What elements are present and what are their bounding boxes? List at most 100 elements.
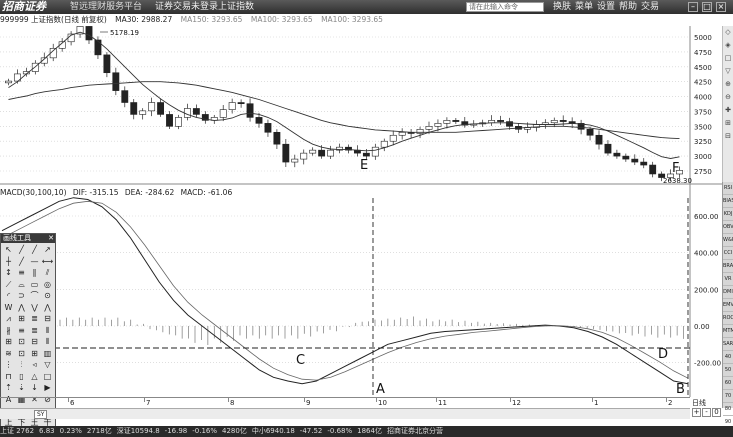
menu-settings[interactable]: 设置 <box>597 2 616 12</box>
draw-tool-53-icon[interactable]: ▦ <box>17 394 26 404</box>
draw-tool-12-icon[interactable]: ⟋ <box>5 279 12 289</box>
price-chart[interactable] <box>5 26 683 182</box>
macd-chart[interactable] <box>1 197 689 385</box>
draw-tool-30-icon[interactable]: ≣ <box>31 325 38 335</box>
draw-tool-27-icon[interactable]: ⊟ <box>44 314 51 323</box>
right-top-tool-7-icon[interactable]: ⊞ <box>725 119 731 127</box>
draw-tool-25-icon[interactable]: ⊞ <box>18 314 25 323</box>
right-toolbar-top[interactable]: ◇ ◈ □ ▽ ⊕ ⊖ ✚ ⊞ ⊟ <box>722 26 733 182</box>
right-top-tool-3-icon[interactable]: ▽ <box>725 67 731 75</box>
draw-tool-13-icon[interactable]: ⌓ <box>18 279 25 289</box>
indicator-tab-bias[interactable]: BIAS <box>723 195 733 208</box>
draw-tool-60-icon[interactable]: 上 <box>4 417 13 427</box>
draw-tool-7-icon[interactable]: ⟷ <box>41 256 54 266</box>
draw-tool-8-icon[interactable]: ↕ <box>5 268 12 277</box>
draw-tool-6-icon[interactable]: — <box>30 256 39 266</box>
draw-tool-20-icon[interactable]: W <box>4 302 13 312</box>
draw-tool-32-icon[interactable]: ⊞ <box>5 337 12 346</box>
maximize-icon[interactable]: □ <box>702 2 712 12</box>
indicator-tab-70[interactable]: 70 <box>723 390 733 403</box>
draw-tool-15-icon[interactable]: ◎ <box>44 279 51 289</box>
draw-tool-10-icon[interactable]: ∥ <box>32 268 37 277</box>
draw-tool-55-icon[interactable]: ⊘ <box>44 394 51 404</box>
right-top-tool-4-icon[interactable]: ⊕ <box>725 80 731 88</box>
draw-tool-38-icon[interactable]: ⊞ <box>31 348 38 358</box>
indicator-tab-roc[interactable]: ROC <box>723 312 733 325</box>
menu-skin[interactable]: 换肤 <box>553 2 572 12</box>
indicator-tab-40[interactable]: 40 <box>723 351 733 364</box>
toolbox-close-icon[interactable]: ✕ <box>48 234 54 242</box>
menu-help[interactable]: 帮助 <box>619 2 638 12</box>
menu-trade-login[interactable]: 证券交易未登录 <box>155 2 219 12</box>
draw-tool-41-icon[interactable]: ⫶ <box>20 360 23 369</box>
indicator-tab-emv[interactable]: EMV <box>723 299 733 312</box>
draw-tool-40-icon[interactable]: ⋮ <box>4 360 13 369</box>
right-top-tool-1-icon[interactable]: ◈ <box>725 41 731 49</box>
draw-tool-35-icon[interactable]: ⫴ <box>45 337 50 346</box>
draw-tool-3-icon[interactable]: ↗ <box>44 245 51 254</box>
draw-tool-54-icon[interactable]: ✕ <box>31 394 38 404</box>
draw-tool-29-icon[interactable]: ≡ <box>18 325 25 335</box>
draw-tool-16-icon[interactable]: ◜ <box>6 291 11 300</box>
chart-area[interactable]: 2750 3000 3250 3500 3750 4000 4250 4500 4750 5000… <box>0 26 722 398</box>
right-top-tool-2-icon[interactable]: □ <box>724 54 732 62</box>
draw-tool-24-icon[interactable]: ⩘ <box>6 314 11 323</box>
draw-tool-18-icon[interactable]: ⌒ <box>30 291 39 300</box>
draw-tool-44-icon[interactable]: ⊓ <box>5 371 12 381</box>
zoom-in-button[interactable]: + <box>692 408 701 417</box>
right-indicator-toolbar[interactable]: RSIBIASKDJOBVW&RCCIBRARVRDMIEMVROCMTMSAR… <box>722 182 733 429</box>
tab-sy[interactable]: SY <box>34 410 48 419</box>
draw-tool-42-icon[interactable]: ◃ <box>32 360 37 369</box>
draw-tool-62-icon[interactable]: 王 <box>30 417 39 427</box>
indicator-tab-kdj[interactable]: KDJ <box>723 208 733 221</box>
indicator-tab-cci[interactable]: CCI <box>723 247 733 260</box>
indicator-tab-obv[interactable]: OBV <box>723 221 733 234</box>
draw-tool-45-icon[interactable]: ▯ <box>19 371 24 381</box>
close-icon[interactable]: × <box>716 2 726 12</box>
command-input[interactable]: 请在此输入命令 <box>466 2 544 12</box>
draw-tool-22-icon[interactable]: ⋁ <box>31 302 38 312</box>
indicator-tab-sar[interactable]: SAR <box>723 338 733 351</box>
draw-tool-39-icon[interactable]: ▥ <box>43 348 52 358</box>
draw-tool-31-icon[interactable]: ⫴ <box>45 325 50 335</box>
draw-tool-47-icon[interactable]: □ <box>43 371 52 381</box>
indicator-tab-60[interactable]: 60 <box>723 377 733 390</box>
draw-tool-26-icon[interactable]: ≣ <box>31 314 38 323</box>
menu-index-name[interactable]: 上证指数 <box>218 2 255 12</box>
zoom-out-button[interactable]: - <box>702 408 711 417</box>
draw-tool-52-icon[interactable]: A <box>5 394 12 404</box>
draw-tool-14-icon[interactable]: ▭ <box>30 279 39 289</box>
menu-trade[interactable]: 交易 <box>641 2 660 12</box>
draw-tool-48-icon[interactable]: ⇡ <box>5 383 12 392</box>
right-top-tool-5-icon[interactable]: ⊖ <box>725 93 731 101</box>
draw-tool-46-icon[interactable]: △ <box>31 371 38 381</box>
draw-tool-49-icon[interactable]: ⇣ <box>18 383 25 392</box>
draw-tool-61-icon[interactable]: 下 <box>17 417 26 427</box>
draw-tool-2-icon[interactable]: ╱ <box>32 245 37 254</box>
drawing-toolbox[interactable]: 画线工具 ✕ ↖ ╱ ╱ ↗ ┼ ╱ — ⟷ ↕ ≡ ∥ ⫽ ⟋ ⌓ ▭ ◎ ◜ ⊃ ⌒ ⊙ W ⋀ ⋁ ⋀ ⩘ ⊞ ≣ ⊟ ∦ ≡ ≣ ⫴ ⊞… <box>0 233 56 427</box>
draw-tool-28-icon[interactable]: ∦ <box>6 325 11 335</box>
right-top-tool-8-icon[interactable]: ⊟ <box>725 132 731 140</box>
right-top-tool-6-icon[interactable]: ✚ <box>725 106 731 114</box>
minimize-icon[interactable]: – <box>688 2 698 12</box>
draw-tool-51-icon[interactable]: ▶ <box>44 383 51 392</box>
indicator-tab-dmi[interactable]: DMI <box>723 286 733 299</box>
indicator-tab-wr[interactable]: W&R <box>723 234 733 247</box>
draw-tool-23-icon[interactable]: ⋀ <box>44 302 51 312</box>
reset-button[interactable]: 0 <box>712 408 721 417</box>
draw-tool-5-icon[interactable]: ╱ <box>19 256 24 266</box>
draw-tool-43-icon[interactable]: ▽ <box>44 360 51 369</box>
menu-main[interactable]: 菜单 <box>575 2 594 12</box>
draw-tool-11-icon[interactable]: ⫽ <box>45 268 50 277</box>
draw-tool-9-icon[interactable]: ≡ <box>18 268 25 277</box>
indicator-tab-80[interactable]: 80 <box>723 403 733 416</box>
indicator-tab-50[interactable]: 50 <box>723 364 733 377</box>
draw-tool-4-icon[interactable]: ┼ <box>6 256 11 266</box>
indicator-tab-rsi[interactable]: RSI <box>723 182 733 195</box>
draw-tool-34-icon[interactable]: ⊟ <box>31 337 38 346</box>
draw-tool-50-icon[interactable]: ↓ <box>31 383 38 392</box>
draw-tool-37-icon[interactable]: ⊡ <box>18 348 25 358</box>
right-top-tool-0-icon[interactable]: ◇ <box>725 28 731 36</box>
draw-tool-33-icon[interactable]: ⊡ <box>18 337 25 346</box>
draw-tool-36-icon[interactable]: ≋ <box>5 348 12 358</box>
